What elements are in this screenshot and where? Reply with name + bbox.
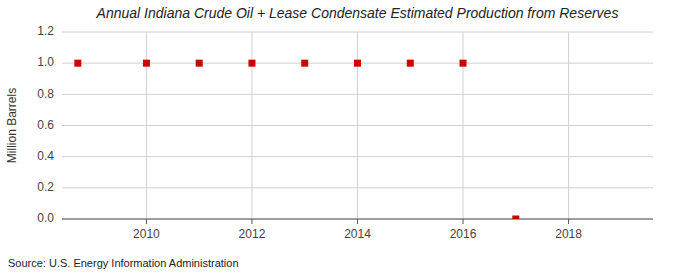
y-tick-label: 0.0 [37, 211, 54, 225]
y-tick-label: 1.2 [37, 24, 54, 38]
y-tick-label: 0.2 [37, 180, 54, 194]
x-tick-label: 2018 [555, 227, 582, 241]
chart-container: Annual Indiana Crude Oil + Lease Condens… [0, 0, 675, 275]
point [407, 60, 414, 67]
title: Annual Indiana Crude Oil + Lease Condens… [96, 5, 619, 21]
x-tick [568, 219, 569, 224]
chart-svg: Annual Indiana Crude Oil + Lease Condens… [0, 0, 675, 275]
point [301, 60, 308, 67]
point [354, 60, 361, 67]
x-tick-label: 2016 [450, 227, 477, 241]
x-axis: 2010 2012 2014 2016 2018 [62, 219, 653, 241]
y-tick-label: 1.0 [37, 55, 54, 69]
y-tick-label: 0.6 [37, 118, 54, 132]
y-axis-label: Million Barrels [5, 88, 19, 163]
x-tick-label: 2010 [133, 227, 160, 241]
x-tick [357, 219, 358, 224]
y-axis: 0.0 0.2 0.4 0.6 0.8 1.0 1.2 Million Barrels [5, 24, 54, 225]
point [143, 60, 150, 67]
point [248, 60, 255, 67]
point [460, 60, 467, 67]
grid [62, 32, 653, 219]
grid-line-x [568, 32, 569, 219]
points [74, 60, 519, 219]
x-tick-label: 2012 [239, 227, 266, 241]
x-tick [251, 219, 252, 224]
point [74, 60, 81, 67]
y-tick-label: 0.8 [37, 87, 54, 101]
point [196, 60, 203, 67]
y-tick-label: 0.4 [37, 149, 54, 163]
point [512, 216, 519, 220]
source-note: Source: U.S. Energy Information Administ… [8, 257, 239, 269]
x-tick-label: 2014 [344, 227, 371, 241]
x-tick [463, 219, 464, 224]
x-tick [146, 219, 147, 224]
